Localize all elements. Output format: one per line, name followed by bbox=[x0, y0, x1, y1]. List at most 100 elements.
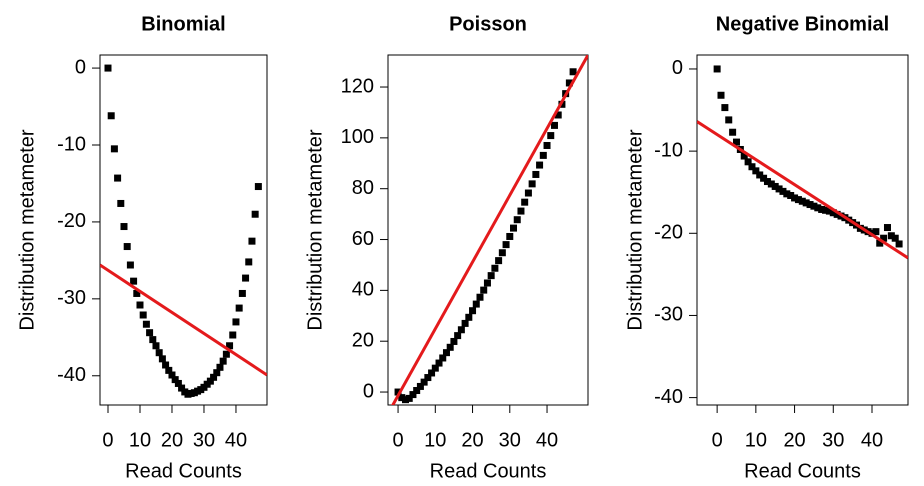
point bbox=[110, 145, 118, 153]
y-axis-label: Distribution metameter bbox=[624, 129, 646, 331]
point bbox=[409, 391, 417, 399]
x-tick-label: 0 bbox=[392, 429, 403, 451]
panel: Negative Binomial Read Counts Distribution… bbox=[624, 13, 909, 482]
point bbox=[554, 111, 562, 119]
point bbox=[794, 196, 802, 204]
x-tick-label: 30 bbox=[193, 429, 215, 451]
point bbox=[883, 224, 891, 232]
point bbox=[398, 394, 406, 402]
point bbox=[107, 112, 115, 120]
point bbox=[565, 79, 573, 87]
points bbox=[713, 65, 903, 248]
point bbox=[428, 369, 436, 377]
point bbox=[431, 364, 439, 372]
y-tick-label: 0 bbox=[75, 56, 86, 78]
y-tick-label: -20 bbox=[654, 222, 683, 244]
point bbox=[420, 378, 428, 386]
x-axis-label: Read Counts bbox=[125, 460, 242, 482]
x-tick-label: 30 bbox=[499, 429, 521, 451]
point bbox=[833, 210, 841, 218]
point bbox=[251, 210, 259, 218]
point bbox=[454, 332, 462, 340]
y-tick-label: 60 bbox=[352, 228, 374, 250]
point bbox=[168, 371, 176, 379]
point bbox=[775, 185, 783, 193]
x-tick-label: 40 bbox=[861, 429, 883, 451]
point bbox=[149, 336, 157, 344]
point bbox=[162, 361, 170, 369]
point bbox=[783, 190, 791, 198]
point bbox=[495, 257, 503, 265]
point bbox=[569, 68, 577, 76]
point bbox=[895, 240, 903, 248]
point bbox=[120, 223, 128, 231]
point bbox=[798, 197, 806, 205]
point bbox=[465, 313, 473, 321]
point bbox=[165, 366, 173, 374]
point bbox=[491, 264, 499, 272]
point bbox=[536, 161, 544, 169]
point bbox=[226, 342, 234, 350]
point bbox=[139, 311, 147, 319]
y-tick-label: 40 bbox=[352, 279, 374, 301]
point bbox=[721, 104, 729, 112]
point bbox=[472, 300, 480, 308]
point bbox=[487, 272, 495, 280]
panel: Poisson Read Counts Distribution metameter… bbox=[304, 13, 589, 482]
x-tick-label: 20 bbox=[461, 429, 483, 451]
point bbox=[206, 377, 214, 385]
x-tick-label: 20 bbox=[161, 429, 183, 451]
point bbox=[155, 349, 163, 357]
points bbox=[104, 64, 262, 398]
point bbox=[806, 201, 814, 209]
point bbox=[717, 91, 725, 99]
x-tick-label: 20 bbox=[783, 429, 805, 451]
chart-title: Poisson bbox=[449, 13, 527, 35]
point bbox=[229, 331, 237, 339]
point bbox=[528, 180, 536, 188]
plot-box bbox=[696, 54, 909, 406]
point bbox=[130, 277, 138, 285]
point bbox=[502, 241, 510, 249]
point bbox=[178, 384, 186, 392]
point bbox=[787, 191, 795, 199]
fit-line bbox=[100, 263, 267, 377]
point bbox=[825, 207, 833, 215]
fit-line bbox=[391, 55, 588, 405]
point bbox=[222, 350, 230, 358]
point bbox=[114, 174, 122, 182]
point bbox=[713, 65, 721, 73]
point bbox=[450, 337, 458, 345]
point bbox=[887, 232, 895, 240]
x-axis-label: Read Counts bbox=[430, 460, 547, 482]
point bbox=[480, 286, 488, 294]
y-tick-label: -30 bbox=[57, 287, 86, 309]
point bbox=[405, 394, 413, 402]
x-tick-label: 10 bbox=[129, 429, 151, 451]
point bbox=[146, 329, 154, 337]
chart-title: Binomial bbox=[141, 13, 225, 35]
x-tick-label: 0 bbox=[102, 429, 113, 451]
point bbox=[513, 216, 521, 224]
point bbox=[740, 152, 748, 160]
point bbox=[136, 301, 144, 309]
point bbox=[117, 199, 125, 207]
point bbox=[498, 249, 506, 257]
point bbox=[457, 326, 465, 334]
point bbox=[174, 379, 182, 387]
point bbox=[510, 224, 518, 232]
y-tick-label: -30 bbox=[654, 304, 683, 326]
y-tick-label: 20 bbox=[352, 329, 374, 351]
point bbox=[779, 187, 787, 195]
y-tick-label: -40 bbox=[654, 386, 683, 408]
point bbox=[483, 279, 491, 287]
point bbox=[446, 343, 454, 351]
point bbox=[413, 387, 421, 395]
y-tick-label: -10 bbox=[654, 139, 683, 161]
x-tick-label: 10 bbox=[424, 429, 446, 451]
x-tick-label: 40 bbox=[536, 429, 558, 451]
point bbox=[763, 178, 771, 186]
point bbox=[506, 232, 514, 240]
point bbox=[880, 234, 888, 242]
